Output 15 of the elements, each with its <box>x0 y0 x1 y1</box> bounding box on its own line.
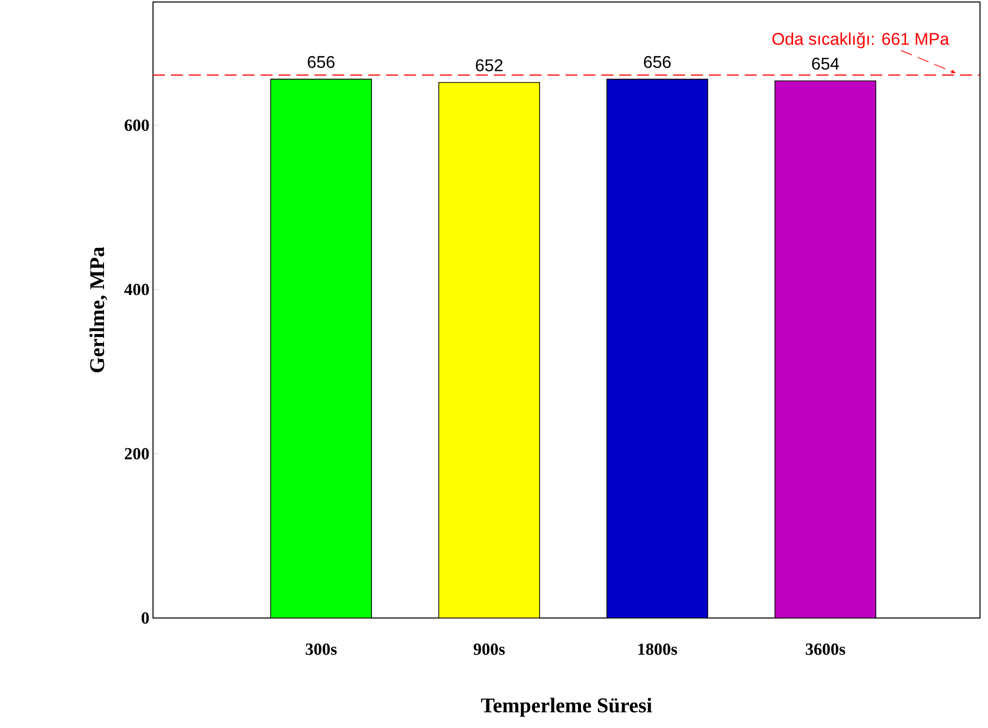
data-label: 656 <box>308 56 334 68</box>
x-axis-title: Temperleme Süresi <box>481 698 652 717</box>
x-tick-label: 900s <box>474 644 505 655</box>
y-tick-label: 400 <box>124 284 149 296</box>
ref-line-label: Oda sıcaklığı: 661 MPa <box>772 32 950 48</box>
data-label: 654 <box>812 58 839 70</box>
data-label: 652 <box>476 59 502 72</box>
x-tick-label: 1800s <box>638 644 678 655</box>
y-tick-label: 600 <box>124 119 149 131</box>
y-tick-label: 200 <box>124 448 149 460</box>
data-label: 656 <box>644 56 671 68</box>
x-tick-label: 3600s <box>806 644 846 655</box>
x-tick-label: 300s <box>306 644 337 655</box>
y-tick-label: 0 <box>142 612 149 624</box>
y-axis-title: Gerilme, MPa <box>89 246 108 372</box>
